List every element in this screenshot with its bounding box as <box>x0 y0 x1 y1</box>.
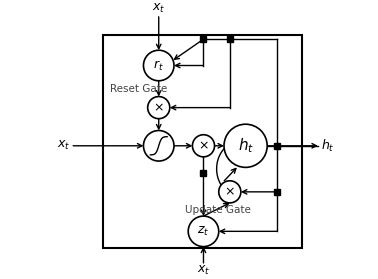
Text: $z_t$: $z_t$ <box>197 225 210 238</box>
Text: Reset Gate: Reset Gate <box>110 84 167 94</box>
Circle shape <box>188 216 219 247</box>
Text: Update Gate: Update Gate <box>185 205 251 215</box>
Text: $x_t$: $x_t$ <box>152 3 166 16</box>
Circle shape <box>219 181 241 203</box>
Circle shape <box>144 131 174 161</box>
Text: $\times$: $\times$ <box>153 101 164 114</box>
Circle shape <box>224 124 267 167</box>
Text: $h_t$: $h_t$ <box>237 136 254 155</box>
Text: $\times$: $\times$ <box>225 185 235 198</box>
Text: $x_t$: $x_t$ <box>57 139 71 152</box>
Circle shape <box>148 97 170 119</box>
Text: $h_t$: $h_t$ <box>321 138 334 154</box>
Circle shape <box>192 135 215 157</box>
Text: $\times$: $\times$ <box>198 139 209 152</box>
Text: $x_t$: $x_t$ <box>197 264 210 277</box>
Circle shape <box>144 50 174 81</box>
Text: $r_t$: $r_t$ <box>153 59 164 73</box>
